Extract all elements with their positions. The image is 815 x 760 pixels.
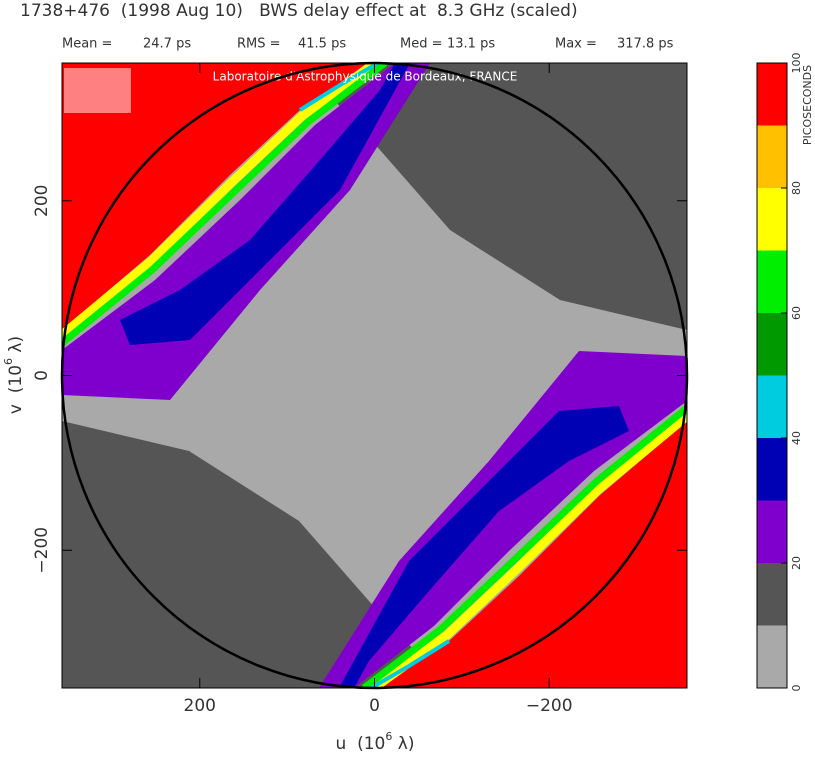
- x-axis-label: u (106 λ): [336, 730, 415, 754]
- colorbar-bin: [757, 313, 787, 376]
- stat-label: Med =: [400, 37, 443, 52]
- y-tick-label: 0: [32, 370, 52, 381]
- colorbar-bin: [757, 625, 787, 688]
- logo: [64, 68, 131, 113]
- colorbar-tick-label: 60: [790, 306, 803, 320]
- stat-value: 24.7 ps: [143, 37, 191, 52]
- x-label-part: u (10: [336, 734, 386, 754]
- colorbar-bin: [757, 375, 787, 438]
- y-label-part: λ): [6, 336, 26, 358]
- annotation: Laboratoire d'Astrophysique de Bordeaux,…: [213, 70, 518, 84]
- colorbar-bin: [757, 250, 787, 313]
- colorbar-frame: [756, 62, 788, 689]
- colorbar-bin: [757, 125, 787, 188]
- y-axis-label: v (106 λ): [2, 336, 26, 414]
- colorbar-bin: [757, 500, 787, 563]
- colorbar-tick-label: 40: [790, 431, 803, 445]
- x-label-sup: 6: [385, 730, 392, 743]
- y-tick-label: 200: [32, 185, 52, 217]
- chart-title: 1738+476 (1998 Aug 10) BWS delay effect …: [20, 1, 578, 21]
- stat-value: 13.1 ps: [447, 37, 495, 52]
- colorbar-tick-label: 100: [790, 53, 803, 74]
- field: [62, 63, 687, 688]
- stat-value: 41.5 ps: [298, 37, 346, 52]
- y-tick-label: −200: [32, 527, 52, 574]
- x-label-part: λ): [392, 734, 414, 754]
- colorbar-label: PICOSECONDS: [801, 65, 814, 145]
- colorbar-bin: [757, 438, 787, 501]
- colorbar-tick-label: 80: [790, 181, 803, 195]
- y-label-part: v (10: [6, 365, 26, 414]
- colorbar-bin: [757, 188, 787, 251]
- y-label-sup: 6: [2, 358, 15, 365]
- colorbar-bin: [757, 563, 787, 626]
- stat-label: Mean =: [62, 37, 112, 52]
- stat-value: 317.8 ps: [617, 37, 674, 52]
- stat-label: RMS =: [237, 37, 281, 52]
- colorbar-tick-label: 0: [790, 685, 803, 692]
- colorbar-bin: [757, 63, 787, 126]
- colorbar-tick-label: 20: [790, 556, 803, 570]
- x-tick-label: −200: [526, 696, 573, 716]
- stat-label: Max =: [555, 37, 597, 52]
- x-tick-label: 200: [184, 696, 216, 716]
- x-tick-label: 0: [369, 696, 380, 716]
